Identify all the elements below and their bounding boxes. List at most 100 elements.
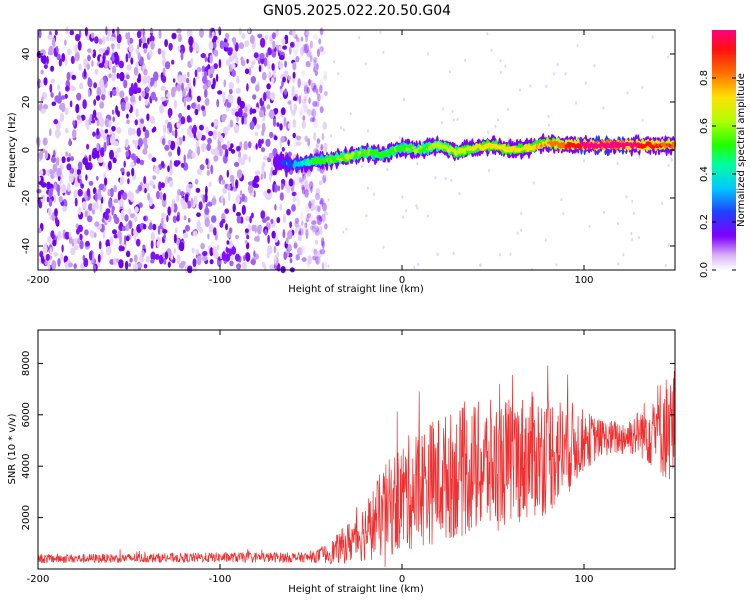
noise-cell bbox=[321, 240, 325, 249]
noise-cell bbox=[254, 84, 260, 92]
noise-cell bbox=[252, 94, 257, 100]
noise-cell bbox=[171, 130, 176, 136]
noise-cell bbox=[116, 26, 120, 36]
noise-cell bbox=[303, 84, 309, 95]
noise-cell bbox=[209, 247, 214, 257]
noise-speck bbox=[487, 130, 490, 134]
noise-speck bbox=[553, 72, 556, 76]
snr-ylabel: SNR (10 * v/v) bbox=[7, 413, 18, 484]
noise-cell bbox=[279, 192, 284, 201]
noise-cell bbox=[149, 115, 156, 125]
noise-speck bbox=[632, 211, 635, 215]
noise-cell bbox=[306, 213, 311, 219]
noise-cell bbox=[64, 107, 69, 115]
noise-cell bbox=[267, 234, 270, 244]
noise-cell bbox=[249, 121, 255, 130]
noise-cell bbox=[225, 223, 228, 231]
noise-cell bbox=[50, 65, 55, 72]
noise-cell bbox=[269, 109, 275, 119]
noise-cell bbox=[54, 128, 61, 139]
noise-cell bbox=[292, 71, 296, 79]
noise-cell bbox=[130, 193, 134, 203]
noise-cell bbox=[176, 193, 180, 203]
noise-cell bbox=[175, 227, 178, 234]
noise-cell bbox=[226, 184, 231, 191]
noise-cell bbox=[280, 107, 286, 116]
noise-cell bbox=[228, 227, 233, 234]
noise-cell bbox=[218, 58, 222, 69]
noise-cell bbox=[287, 123, 291, 130]
noise-cell bbox=[213, 41, 217, 49]
noise-cell bbox=[208, 181, 212, 188]
noise-cell bbox=[133, 215, 138, 222]
noise-cell bbox=[57, 189, 60, 197]
noise-cell bbox=[295, 55, 300, 63]
noise-cell bbox=[246, 83, 249, 92]
noise-cell bbox=[168, 180, 174, 188]
noise-cell bbox=[59, 112, 65, 123]
noise-cell bbox=[261, 129, 265, 136]
noise-cell bbox=[187, 217, 191, 223]
noise-cell bbox=[314, 224, 318, 234]
noise-cell bbox=[191, 151, 196, 159]
y-tick-label: 2000 bbox=[21, 505, 32, 530]
noise-cell bbox=[201, 105, 205, 111]
noise-cell bbox=[308, 79, 312, 85]
noise-speck bbox=[556, 63, 559, 67]
noise-cell bbox=[204, 55, 207, 63]
noise-cell bbox=[108, 198, 113, 208]
noise-cell bbox=[245, 252, 251, 262]
noise-cell bbox=[306, 260, 310, 268]
noise-cell bbox=[133, 66, 139, 76]
noise-cell bbox=[250, 76, 256, 84]
noise-cell bbox=[137, 185, 143, 192]
noise-cell bbox=[313, 217, 319, 225]
noise-cell bbox=[242, 261, 248, 270]
noise-cell bbox=[285, 37, 289, 43]
noise-cell bbox=[320, 237, 325, 247]
noise-cell bbox=[201, 65, 206, 73]
noise-cell bbox=[231, 181, 235, 188]
noise-cell bbox=[60, 184, 67, 194]
noise-cell bbox=[316, 88, 319, 96]
noise-cell bbox=[152, 175, 157, 181]
noise-cell bbox=[311, 247, 316, 254]
noise-speck bbox=[488, 169, 491, 173]
noise-cell bbox=[183, 154, 186, 164]
noise-cell bbox=[176, 138, 180, 148]
noise-cell bbox=[281, 147, 285, 152]
noise-cell bbox=[91, 60, 94, 67]
noise-cell bbox=[154, 165, 160, 174]
noise-cell bbox=[138, 95, 142, 102]
noise-cell bbox=[87, 78, 93, 88]
noise-cell bbox=[212, 245, 217, 256]
noise-cell bbox=[119, 176, 125, 184]
noise-cell bbox=[109, 90, 113, 98]
noise-cell bbox=[138, 137, 143, 147]
noise-cell bbox=[319, 216, 323, 222]
noise-cell bbox=[143, 68, 148, 76]
noise-cell bbox=[91, 113, 95, 124]
noise-cell bbox=[188, 183, 193, 189]
noise-cell bbox=[188, 149, 192, 157]
noise-cell bbox=[189, 44, 194, 53]
noise-cell bbox=[291, 91, 295, 99]
noise-cell bbox=[257, 33, 263, 39]
noise-cell bbox=[162, 229, 168, 234]
noise-cell bbox=[305, 60, 311, 68]
noise-cell bbox=[104, 177, 108, 186]
noise-cell bbox=[292, 96, 297, 101]
noise-cell bbox=[235, 234, 239, 240]
x-tick-label: 0 bbox=[399, 275, 405, 286]
noise-cell bbox=[302, 180, 307, 189]
noise-speck bbox=[366, 129, 369, 133]
noise-cell bbox=[232, 51, 238, 60]
noise-cell bbox=[302, 98, 307, 104]
noise-cell bbox=[312, 34, 318, 40]
noise-cell bbox=[263, 190, 268, 197]
noise-cell bbox=[180, 50, 184, 61]
noise-cell bbox=[199, 164, 205, 171]
noise-cell bbox=[118, 259, 124, 269]
noise-speck bbox=[358, 36, 361, 40]
noise-cell bbox=[43, 64, 48, 69]
